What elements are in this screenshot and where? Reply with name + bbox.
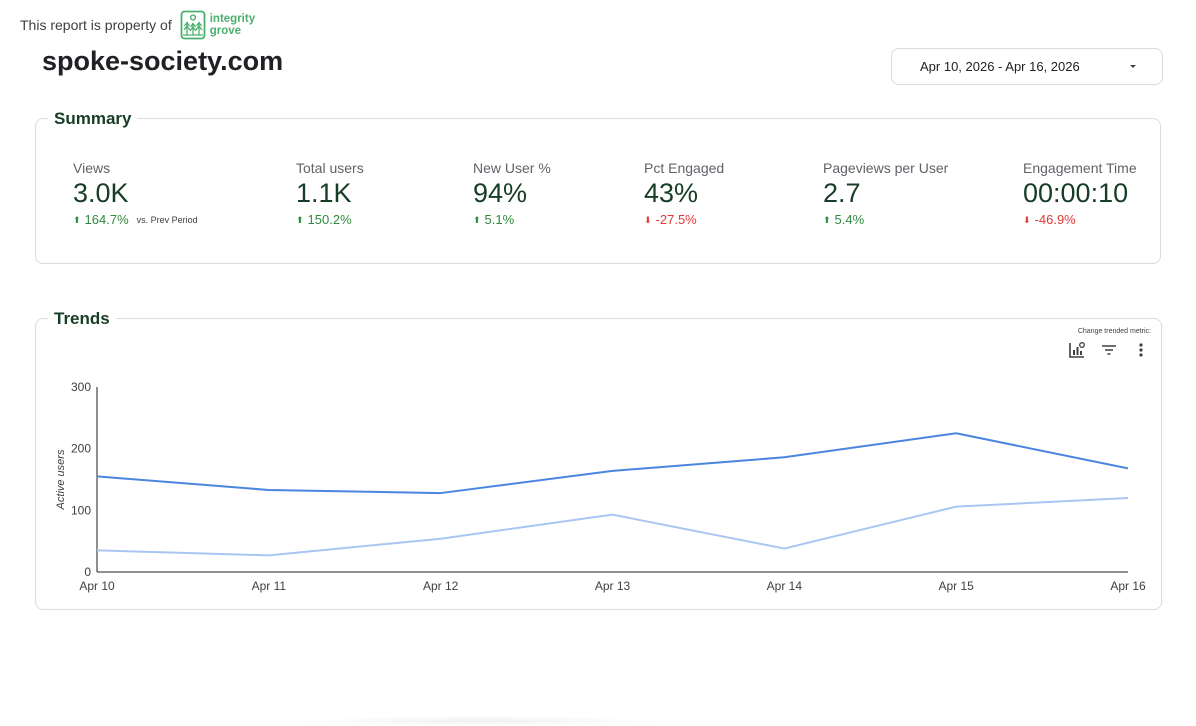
- trend-toolbar: Change trended metric:: [1067, 328, 1151, 360]
- property-banner: This report is property of integrity gro…: [20, 10, 255, 40]
- x-tick-label: Apr 15: [938, 579, 974, 593]
- series-line-1: [96, 497, 1129, 557]
- metric-label: Pct Engaged: [644, 160, 725, 176]
- metric-label: Views: [73, 160, 111, 176]
- y-axis-label: Active users: [55, 449, 67, 510]
- series-line-0: [96, 432, 1129, 495]
- arrow-up-icon: ⬆: [73, 215, 81, 225]
- comparison-label: vs. Prev Period: [136, 215, 198, 225]
- x-tick-label: Apr 11: [252, 579, 287, 593]
- metric-label: Pageviews per User: [823, 160, 949, 176]
- property-text: This report is property of: [20, 17, 172, 33]
- chart-settings-icon[interactable]: [1067, 340, 1087, 360]
- metric-new-user-pct: New User % 94% ⬆ 5.1%: [473, 159, 551, 229]
- site-title: spoke-society.com: [42, 46, 284, 76]
- metric-value: 43%: [644, 178, 699, 208]
- metric-change: ⬇ -46.9%: [1023, 211, 1137, 229]
- brand: integrity grove: [180, 10, 255, 40]
- metric-change: ⬆ 5.1%: [473, 211, 551, 229]
- x-tick-label: Apr 16: [1110, 579, 1146, 593]
- y-tick-label: 0: [84, 565, 91, 579]
- metric-change-value: 5.1%: [484, 212, 515, 227]
- integrity-grove-logo-icon: [180, 10, 206, 40]
- metric-value: 00:00:10: [1023, 178, 1129, 208]
- x-tick-label: Apr 14: [767, 579, 803, 593]
- more-vert-icon[interactable]: [1131, 340, 1151, 360]
- metric-change-value: -46.9%: [1034, 212, 1076, 227]
- y-tick-label: 100: [71, 503, 91, 517]
- summary-card: Summary Views 3.0K ⬆ 164.7% vs. Prev Per…: [35, 108, 1161, 264]
- metric-value: 2.7: [823, 178, 861, 208]
- trends-title: Trends: [48, 308, 116, 330]
- metric-change: ⬆ 5.4%: [823, 211, 948, 229]
- metric-value: 3.0K: [73, 178, 129, 208]
- metric-pct-engaged: Pct Engaged 43% ⬇ -27.5%: [644, 159, 724, 229]
- date-range-picker[interactable]: Apr 10, 2026 - Apr 16, 2026: [891, 48, 1163, 85]
- metric-value: 94%: [473, 178, 528, 208]
- metric-change-value: 150.2%: [307, 212, 352, 227]
- arrow-down-icon: ⬇: [644, 215, 652, 225]
- footer-shadow: [300, 716, 660, 726]
- metric-change: ⬇ -27.5%: [644, 211, 724, 229]
- arrow-up-icon: ⬆: [473, 215, 481, 225]
- brand-name-line1: integrity: [209, 13, 256, 25]
- metric-change-value: 164.7%: [84, 212, 129, 227]
- metric-views: Views 3.0K ⬆ 164.7% vs. Prev Period: [73, 159, 198, 229]
- metric-engagement-time: Engagement Time 00:00:10 ⬇ -46.9%: [1023, 159, 1137, 229]
- y-tick-label: 200: [71, 442, 91, 456]
- metric-total-users: Total users 1.1K ⬆ 150.2%: [296, 159, 364, 229]
- trends-card: Trends Change trended metric:: [35, 308, 1162, 610]
- metric-label: Engagement Time: [1023, 160, 1137, 176]
- arrow-down-icon: ⬇: [1023, 215, 1031, 225]
- brand-name-line2: grove: [209, 25, 242, 37]
- metric-pageviews-per-user: Pageviews per User 2.7 ⬆ 5.4%: [823, 159, 948, 229]
- x-tick-label: Apr 13: [595, 579, 631, 593]
- y-tick-label: 300: [71, 380, 91, 394]
- metric-change-value: -27.5%: [655, 212, 697, 227]
- arrow-up-icon: ⬆: [296, 215, 304, 225]
- metric-value: 1.1K: [296, 178, 352, 208]
- metric-label: New User %: [473, 160, 551, 176]
- metric-change: ⬆ 164.7% vs. Prev Period: [73, 211, 198, 229]
- x-tick-label: Apr 12: [423, 579, 459, 593]
- arrow-up-icon: ⬆: [823, 215, 831, 225]
- brand-name: integrity grove: [210, 13, 255, 37]
- change-metric-label: Change trended metric:: [1077, 328, 1151, 335]
- metric-change-value: 5.4%: [834, 212, 865, 227]
- x-tick-label: Apr 10: [79, 579, 115, 593]
- date-range-text: Apr 10, 2026 - Apr 16, 2026: [920, 59, 1080, 74]
- metric-label: Total users: [296, 160, 364, 176]
- summary-title: Summary: [48, 108, 138, 130]
- filter-icon[interactable]: [1099, 340, 1119, 360]
- trend-line-chart: 0 100 200 300 Apr 10 Apr 11 Apr 12 Apr 13 Apr 14…: [55, 380, 1146, 593]
- dropdown-caret-icon: [1130, 65, 1136, 68]
- metric-change: ⬆ 150.2%: [296, 211, 364, 229]
